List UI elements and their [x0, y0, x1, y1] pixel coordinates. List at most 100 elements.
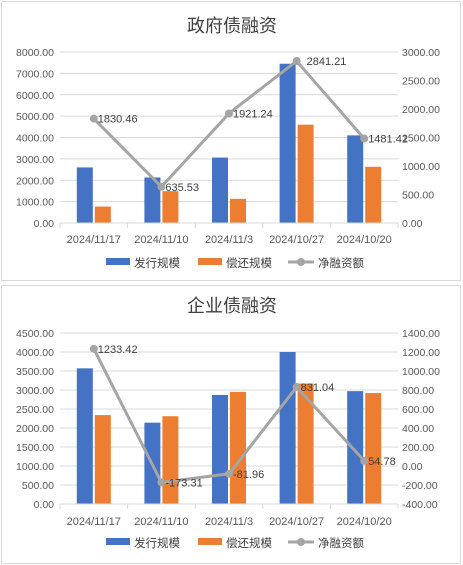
net-financing-point [360, 456, 369, 465]
repay-bar [230, 198, 246, 223]
repay-bar [297, 383, 314, 504]
x-axis-tick-label: 2024/11/10 [134, 516, 188, 528]
right-axis-tick-label: 1400.00 [402, 328, 440, 340]
net-financing-point [292, 383, 301, 392]
issue-bar [76, 167, 93, 223]
net-financing-data-label: 1233.42 [98, 344, 138, 356]
legend-label: 偿还规模 [226, 536, 272, 550]
corporate-bond-chart: 企业债融资 0.00 500.00 1000.00 1500.00 2000.00 2500… [16, 296, 440, 550]
net-financing-line [92, 348, 366, 484]
right-axis-tick-label: 1000.00 [402, 366, 440, 378]
issue-bar [347, 135, 364, 223]
legend-swatch [106, 538, 130, 545]
right-axis-tick-label: 1200.00 [402, 347, 440, 359]
net-financing-point [157, 182, 166, 191]
x-axis-tick-label: 2024/11/3 [205, 234, 253, 246]
net-financing-point [89, 344, 98, 353]
issue-bar [212, 157, 228, 223]
left-axis-tick-label: 4000.00 [16, 347, 54, 359]
right-axis-tick-label: -200.00 [402, 480, 438, 492]
net-financing-point [292, 57, 301, 66]
repay-bar [365, 393, 382, 504]
net-financing-data-label: 1481.42 [368, 134, 408, 146]
net-financing-point [157, 478, 166, 487]
repay-bar [230, 391, 246, 504]
legend-label: 发行规模 [134, 256, 180, 270]
x-axis-tick-label: 2024/11/17 [67, 516, 121, 528]
right-axis-tick-label: 200.00 [402, 442, 434, 454]
repay-bar [94, 415, 111, 504]
issue-bar [212, 394, 228, 504]
left-axis-tick-label: 1500.00 [16, 442, 54, 454]
corporate-bond-chart-panel: 企业债融资 0.00 500.00 1000.00 1500.00 2000.00 2500… [1, 285, 461, 564]
left-axis-tick-label: 4000.00 [16, 133, 54, 145]
net-financing-data-label: -173.31 [165, 477, 202, 489]
legend-label: 偿还规模 [226, 256, 272, 270]
chart-title: 企业债融资 [187, 296, 277, 317]
net-financing-data-label: 1921.24 [233, 108, 273, 120]
right-axis-tick-label: 0.00 [402, 218, 423, 230]
left-axis-tick-label: 3000.00 [16, 385, 54, 397]
left-axis-tick-label: 1000.00 [16, 197, 54, 209]
legend-label: 净融资额 [318, 536, 364, 550]
left-axis-tick-label: 2000.00 [16, 175, 54, 187]
left-axis-tick-label: 500.00 [22, 480, 54, 492]
net-financing-data-label: 1830.46 [98, 114, 138, 126]
legend-label: 发行规模 [134, 536, 180, 550]
left-axis-tick-label: 5000.00 [16, 111, 54, 123]
repay-bar [162, 191, 179, 223]
issue-bar [76, 368, 93, 504]
left-axis-tick-label: 2500.00 [16, 404, 54, 416]
legend-label: 净融资额 [318, 256, 364, 270]
left-axis-tick-label: 1000.00 [16, 461, 54, 473]
government-bond-chart-panel: 政府债融资 0.00 1000.00 2000.00 3000.00 4000.00 500… [1, 1, 461, 281]
left-axis-tick-label: 7000.00 [16, 68, 54, 80]
x-axis-tick-label: 2024/11/17 [67, 234, 121, 246]
right-axis-tick-label: -400.00 [402, 499, 438, 511]
left-axis-tick-label: 6000.00 [16, 90, 54, 102]
right-axis-tick-label: 2500.00 [402, 76, 440, 88]
x-axis-tick-label: 2024/11/3 [205, 516, 253, 528]
x-axis-tick-label: 2024/10/20 [337, 516, 392, 528]
x-axis-tick-label: 2024/10/27 [269, 234, 324, 246]
right-axis-tick-label: 1000.00 [402, 161, 440, 173]
right-axis-tick-label: 0.00 [402, 461, 423, 473]
net-financing-data-label: 635.53 [165, 182, 199, 194]
issue-bar [347, 391, 364, 504]
left-axis-tick-label: 2000.00 [16, 423, 54, 435]
legend-swatch [198, 258, 222, 265]
net-financing-data-label: 54.78 [368, 456, 396, 468]
net-financing-point [225, 109, 233, 118]
right-axis-tick-label: 2000.00 [402, 104, 440, 116]
repay-bar [162, 416, 179, 504]
left-axis-tick-label: 4500.00 [16, 328, 54, 340]
net-financing-point [360, 134, 369, 143]
right-axis-tick-label: 600.00 [402, 404, 434, 416]
net-financing-point [89, 114, 98, 123]
repay-bar [297, 124, 314, 223]
net-financing-data-label: 2841.21 [307, 56, 347, 68]
left-axis-tick-label: 8000.00 [16, 47, 54, 59]
left-axis-tick-label: 0.00 [34, 218, 55, 230]
legend-swatch [106, 258, 130, 265]
legend-swatch [198, 538, 222, 545]
issue-bar [279, 352, 296, 504]
legend-swatch-marker [297, 538, 305, 546]
repay-bar [94, 206, 111, 223]
left-axis-tick-label: 0.00 [34, 499, 55, 511]
right-axis-tick-label: 800.00 [402, 385, 434, 397]
chart-title: 政府债融资 [187, 16, 277, 37]
x-axis-tick-label: 2024/10/20 [337, 234, 392, 246]
legend-swatch-marker [297, 258, 305, 266]
x-axis-tick-label: 2024/11/10 [134, 234, 188, 246]
net-financing-data-label: -81.96 [233, 469, 264, 481]
left-axis-tick-label: 3500.00 [16, 366, 54, 378]
right-axis-tick-label: 1500.00 [402, 133, 440, 145]
issue-bar [279, 63, 296, 223]
government-bond-chart: 政府债融资 0.00 1000.00 2000.00 3000.00 4000.00 500… [16, 16, 440, 270]
left-axis-tick-label: 3000.00 [16, 154, 54, 166]
right-axis-tick-label: 3000.00 [402, 47, 440, 59]
issue-bar [144, 177, 161, 223]
x-axis-tick-label: 2024/10/27 [269, 516, 324, 528]
